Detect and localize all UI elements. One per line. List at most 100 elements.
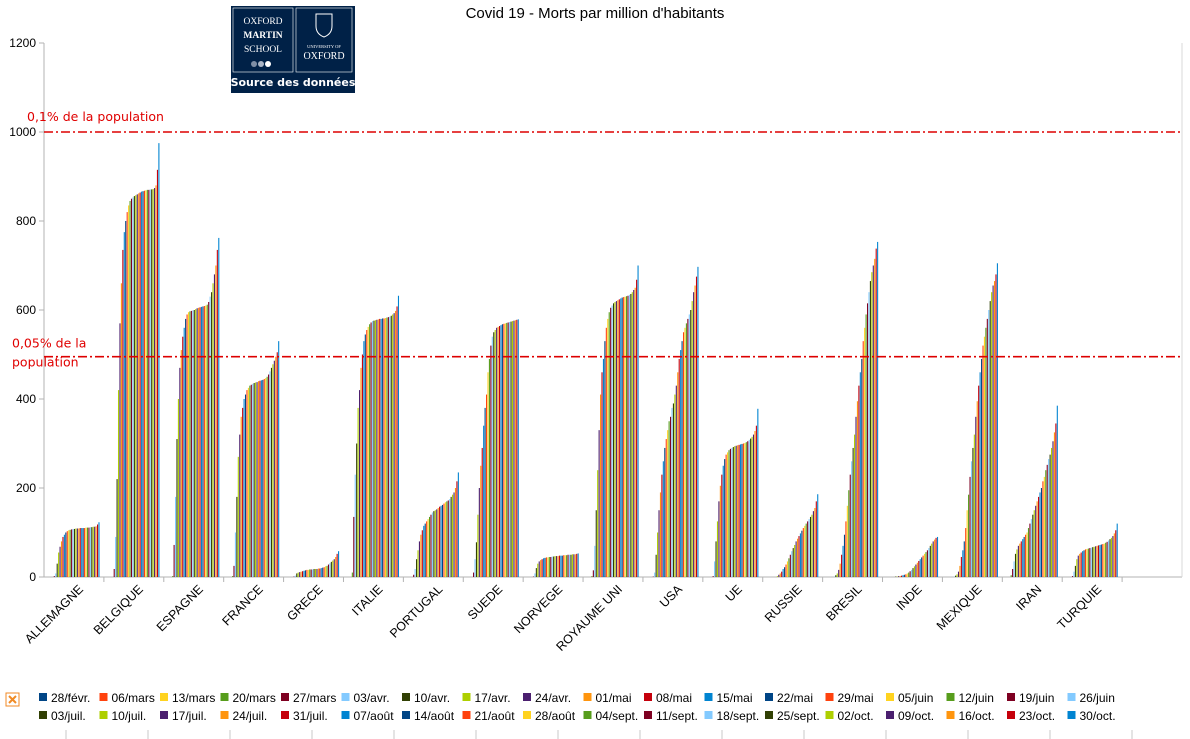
bar — [995, 274, 997, 577]
bar — [861, 358, 863, 577]
bar — [680, 350, 682, 577]
bar — [778, 574, 780, 577]
legend-swatch — [765, 693, 773, 701]
bar — [745, 442, 747, 577]
bar — [848, 490, 850, 577]
bar — [538, 561, 540, 577]
legend-swatch — [99, 711, 108, 719]
bar — [604, 341, 606, 577]
bar — [493, 332, 495, 577]
bar — [1084, 549, 1087, 577]
bar — [475, 542, 477, 577]
bar — [273, 360, 275, 577]
bar — [427, 519, 429, 577]
bar — [497, 326, 499, 577]
legend-label: 09/oct. — [898, 709, 934, 723]
bar — [976, 401, 978, 577]
bar — [513, 320, 515, 577]
legend-label: 03/juil. — [51, 709, 86, 723]
bar — [1087, 548, 1089, 577]
bar — [85, 527, 87, 577]
bar — [682, 332, 685, 577]
bar — [417, 550, 419, 577]
bar — [366, 330, 368, 577]
bar — [568, 554, 571, 577]
bar — [862, 341, 864, 577]
bar — [187, 312, 190, 577]
bar — [956, 574, 958, 577]
bar — [198, 307, 200, 577]
bar — [618, 299, 620, 577]
bar — [842, 545, 844, 577]
bar — [1040, 488, 1042, 577]
bar — [329, 563, 331, 577]
bar — [246, 390, 248, 577]
legend-swatch — [644, 711, 652, 719]
bar — [200, 306, 203, 577]
bar — [744, 443, 746, 577]
bar — [1022, 539, 1024, 577]
chart-title: Covid 19 - Morts par million d'habitants — [466, 5, 725, 22]
bar — [452, 494, 454, 577]
bar — [550, 556, 552, 577]
bar — [395, 310, 397, 577]
bar — [899, 576, 901, 577]
bar — [988, 310, 990, 577]
bar — [136, 194, 138, 578]
bar — [782, 568, 784, 577]
bar — [59, 546, 61, 577]
legend-swatch — [1007, 711, 1015, 719]
bar — [1076, 559, 1078, 577]
legend-label: 31/juil. — [293, 709, 328, 723]
bar — [259, 380, 261, 577]
bar — [142, 191, 144, 577]
bar — [1108, 540, 1110, 577]
bar — [71, 529, 73, 577]
bar — [560, 555, 562, 577]
bar — [496, 327, 498, 577]
logo-right-panel — [295, 7, 353, 73]
bar — [561, 555, 563, 577]
bar — [253, 382, 255, 577]
bar — [65, 532, 67, 577]
bar — [799, 533, 801, 577]
bar — [262, 379, 264, 577]
bar — [252, 383, 254, 577]
legend-swatch — [644, 693, 652, 701]
legend-label: 16/oct. — [959, 709, 995, 723]
bar — [926, 550, 928, 577]
bar — [304, 570, 306, 577]
legend-label: 04/sept. — [596, 709, 639, 723]
bar — [309, 569, 311, 577]
bar — [98, 522, 100, 577]
bar — [1039, 492, 1041, 577]
reference-label: 0,1% de la population — [27, 109, 164, 124]
bar — [192, 310, 194, 577]
bar — [135, 195, 137, 577]
reference-lines: 0,1% de la population 0,05% de la populati… — [12, 109, 1182, 370]
bar — [936, 536, 939, 577]
bar — [615, 301, 617, 577]
bar — [516, 319, 518, 577]
bar — [924, 553, 926, 577]
bar — [430, 514, 432, 577]
bar — [931, 543, 933, 578]
legend-label: 06/mars — [112, 691, 155, 705]
bar — [598, 430, 600, 577]
bar — [158, 143, 160, 578]
bar — [1013, 561, 1015, 577]
y-tick-label: 200 — [16, 481, 36, 495]
bar — [380, 318, 382, 577]
bar — [866, 303, 869, 577]
legend-label: 10/juil. — [112, 709, 147, 723]
bar — [854, 434, 856, 577]
bar — [747, 441, 749, 577]
bar — [440, 505, 442, 577]
bar — [871, 272, 873, 577]
bar — [1032, 514, 1034, 577]
bar — [838, 569, 840, 577]
bar — [864, 327, 866, 577]
bar — [66, 531, 68, 577]
bar — [418, 541, 420, 577]
bar — [721, 474, 723, 577]
